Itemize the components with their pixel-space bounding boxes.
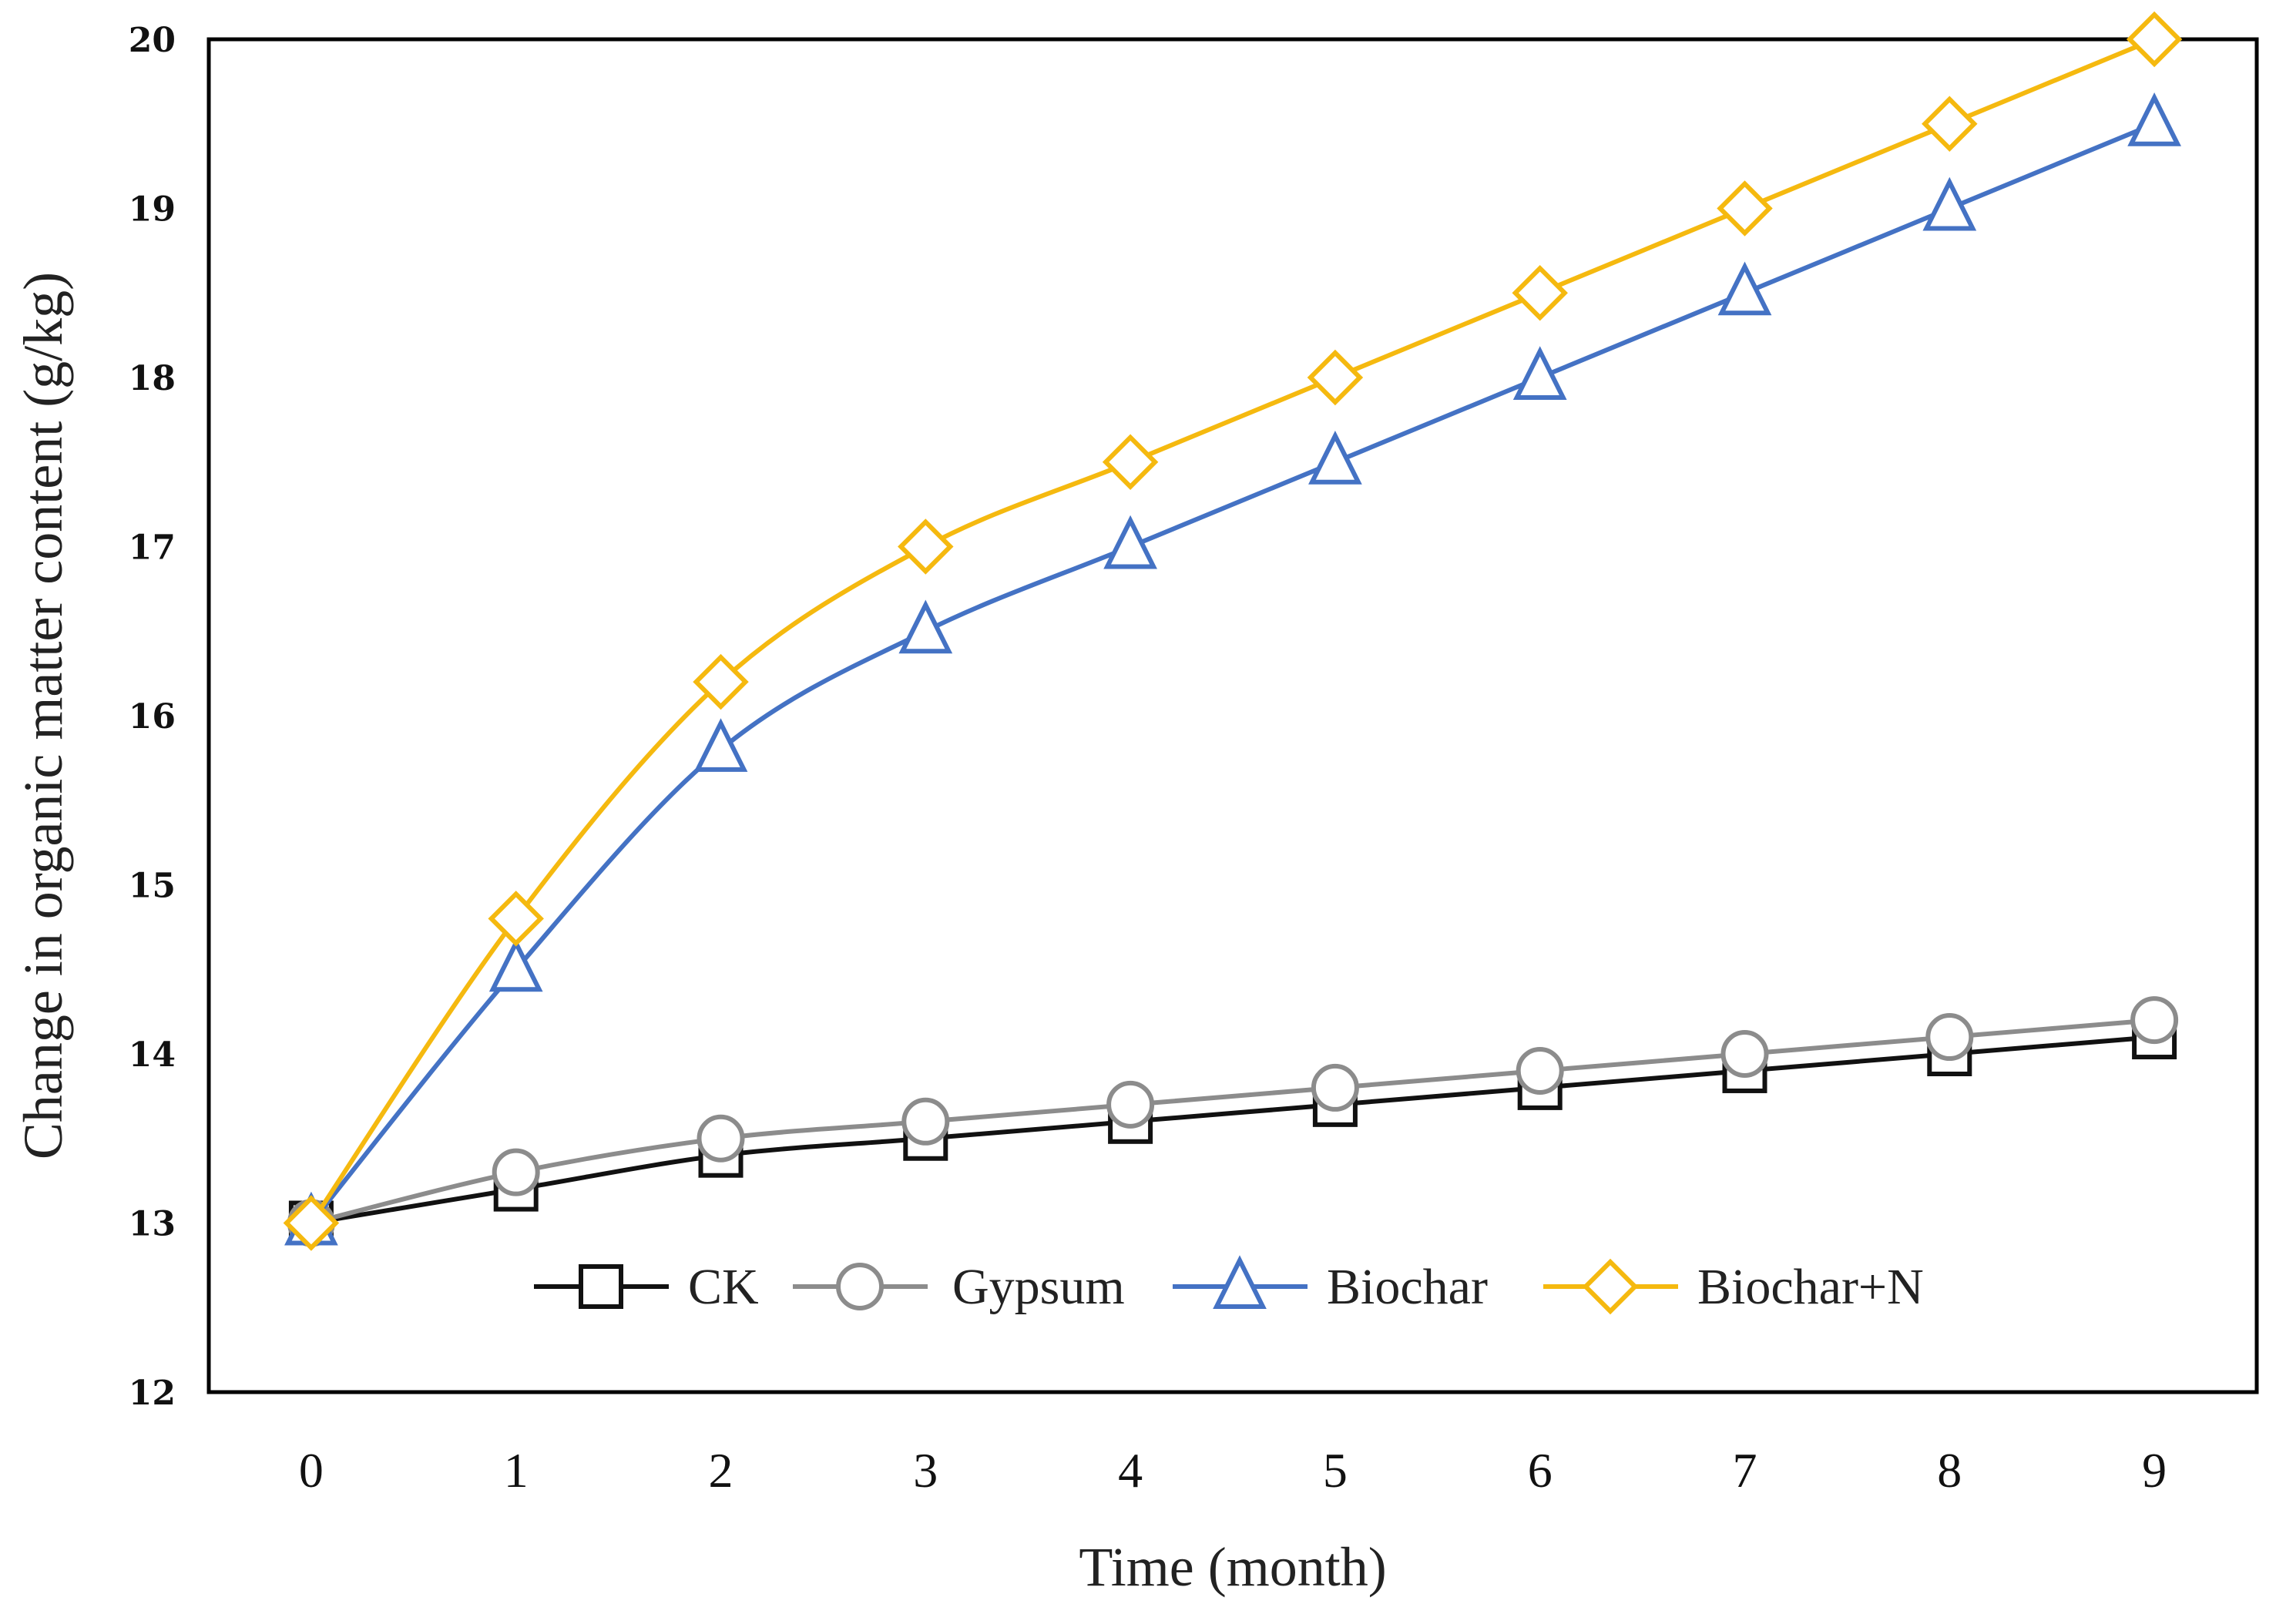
legend-item-ck: CK: [534, 1259, 759, 1315]
y-tick-label: 15: [129, 867, 176, 906]
data-point-biochar-n: [1922, 96, 1978, 152]
data-point-gypsum: [2130, 996, 2179, 1045]
legend: CK Gypsum Biochar Biochar+N: [534, 1255, 1924, 1315]
data-point-gypsum: [1720, 1030, 1769, 1078]
data-point-gypsum: [1106, 1080, 1155, 1129]
x-tick-label: 8: [1937, 1443, 1962, 1498]
legend-label: Biochar+N: [1697, 1259, 1924, 1315]
series-line-biochar-n: [309, 37, 2156, 1225]
data-point-biochar: [898, 599, 953, 654]
data-point-gypsum: [901, 1097, 950, 1146]
x-tick-label: 0: [299, 1443, 324, 1498]
y-axis-label: Change in organic matter content (g/kg): [12, 272, 74, 1159]
data-point-biochar: [488, 938, 543, 992]
data-point-biochar-n: [693, 653, 749, 710]
data-point-biochar-n: [1307, 349, 1364, 406]
series-biochar: [284, 92, 2181, 1246]
y-tick-label: 18: [129, 359, 176, 398]
legend-item-gypsum: Gypsum: [793, 1259, 1125, 1315]
x-tick-label: 7: [1733, 1443, 1757, 1498]
legend-marker: [836, 1263, 884, 1310]
x-tick-label: 5: [1323, 1443, 1348, 1498]
data-point-biochar: [1717, 261, 1772, 316]
x-tick-label: 2: [709, 1443, 733, 1498]
y-tick-label: 12: [129, 1374, 176, 1413]
data-point-biochar-n: [1717, 180, 1773, 237]
y-tick-label: 13: [129, 1205, 176, 1244]
y-tick-label: 16: [129, 697, 176, 737]
data-point-gypsum: [1516, 1046, 1564, 1095]
data-point-biochar-n: [283, 1195, 340, 1251]
y-tick-label: 14: [129, 1035, 176, 1075]
data-point-gypsum: [492, 1148, 540, 1196]
data-point-biochar: [1512, 346, 1567, 400]
data-point-biochar-n: [2126, 11, 2183, 68]
data-point-biochar-n: [488, 891, 544, 947]
y-tick-label: 19: [129, 190, 176, 230]
series-layer: [283, 11, 2183, 1251]
y-tick-label: 20: [129, 21, 176, 60]
data-point-biochar-n: [1102, 434, 1159, 490]
x-tick-label: 4: [1118, 1443, 1143, 1498]
series-line-gypsum: [311, 1018, 2155, 1226]
data-point-biochar: [1922, 176, 1977, 231]
y-tick-label: 17: [129, 528, 176, 568]
legend-label: Biochar: [1327, 1259, 1488, 1315]
x-tick-label: 1: [504, 1443, 529, 1498]
data-point-biochar: [1308, 431, 1362, 485]
legend-marker: [1213, 1255, 1267, 1309]
data-point-biochar: [1103, 515, 1157, 569]
data-point-biochar-n: [1512, 265, 1568, 321]
data-point-gypsum: [1925, 1013, 1974, 1062]
series-line-biochar: [309, 122, 2156, 1225]
x-axis-label: Time (month): [1079, 1536, 1386, 1598]
legend-label: CK: [688, 1259, 759, 1315]
data-point-biochar: [2127, 92, 2181, 146]
x-tick-label: 3: [913, 1443, 938, 1498]
y-axis-ticks: 12 13 14 15 16 17 18 19 20: [129, 21, 176, 1413]
data-point-gypsum: [1311, 1063, 1359, 1112]
legend-marker: [1582, 1258, 1639, 1315]
legend-item-biochar-n: Biochar+N: [1543, 1258, 1924, 1315]
x-tick-label: 9: [2142, 1443, 2167, 1498]
series-line-ck: [311, 1035, 2155, 1226]
legend-item-biochar: Biochar: [1173, 1255, 1488, 1315]
data-point-gypsum: [697, 1114, 745, 1163]
x-tick-label: 6: [1528, 1443, 1553, 1498]
legend-marker: [579, 1264, 623, 1309]
data-point-biochar: [693, 718, 748, 772]
legend-label: Gypsum: [952, 1259, 1125, 1315]
series-biochar-n: [283, 11, 2183, 1251]
data-point-biochar-n: [898, 518, 954, 575]
x-axis-ticks: 0 1 2 3 4 5 6 7 8 9: [299, 1443, 2167, 1498]
